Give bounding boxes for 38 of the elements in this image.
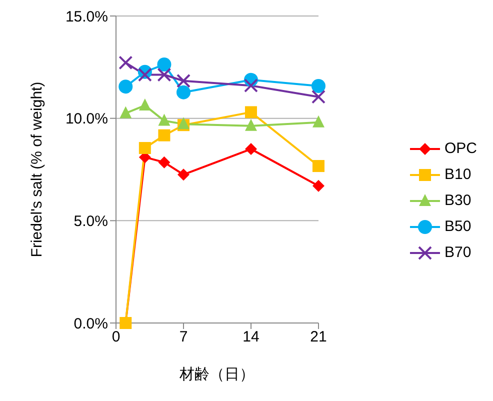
legend-label: OPC: [444, 140, 477, 157]
point: [118, 56, 133, 70]
legend-label: B10: [444, 166, 472, 183]
point: [311, 78, 326, 93]
point: [157, 68, 172, 82]
point: [158, 156, 170, 168]
point: [176, 85, 190, 100]
point: [120, 106, 132, 118]
point: [312, 180, 324, 192]
legend-label: B30: [444, 192, 472, 209]
point: [158, 129, 170, 142]
point: [176, 74, 190, 88]
point: [177, 168, 190, 181]
legend-label: B70: [444, 244, 472, 261]
y-tick-label: 0.0%: [74, 315, 108, 332]
point: [312, 115, 324, 128]
y-tick-label: 5.0%: [74, 212, 108, 230]
point: [311, 90, 326, 104]
point: [158, 114, 170, 126]
x-tick-label: 0: [112, 328, 120, 346]
point: [118, 80, 133, 94]
point: [244, 106, 257, 118]
y-axis-title: Friedel's salt (% of weight): [28, 82, 46, 258]
y-tick-label: 15.0%: [65, 8, 108, 26]
point: [244, 118, 257, 131]
x-tick-label: 7: [179, 328, 188, 346]
point: [138, 68, 152, 82]
x-tick-label: 14: [242, 328, 260, 346]
legend-label: B50: [444, 218, 472, 235]
point: [244, 143, 257, 156]
x-tick-label: 21: [310, 328, 327, 346]
y-tick-label: 10.0%: [65, 110, 108, 128]
point: [138, 98, 151, 110]
point: [244, 78, 258, 93]
point: [138, 142, 151, 154]
x-axis-title: 材齢（日）: [178, 366, 255, 383]
point: [312, 160, 324, 172]
point: [157, 58, 172, 72]
